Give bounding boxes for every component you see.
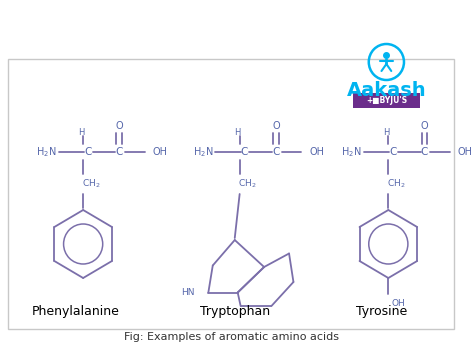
Text: Fig: Examples of aromatic amino acids: Fig: Examples of aromatic amino acids [124,332,339,342]
Text: C: C [84,147,92,157]
Text: H: H [78,127,84,136]
Text: C: C [272,147,280,157]
Text: O: O [421,121,428,131]
Text: Phenylalanine: Phenylalanine [31,305,119,319]
Text: Aakash: Aakash [346,81,426,100]
Text: C: C [390,147,397,157]
Text: C: C [421,147,428,157]
Text: O: O [116,121,123,131]
Text: OH: OH [153,147,168,157]
Text: O: O [272,121,280,131]
Text: C: C [241,147,248,157]
Text: H$_2$N: H$_2$N [341,145,362,159]
Text: OH: OH [309,147,324,157]
Text: H$_2$N: H$_2$N [36,145,57,159]
Text: Tryptophan: Tryptophan [200,305,270,319]
Text: HN: HN [181,288,195,297]
Text: C: C [116,147,123,157]
Bar [8,59,454,329]
Text: CH$_2$: CH$_2$ [387,178,405,190]
Text: H$_2$N: H$_2$N [193,145,213,159]
Text: Tyrosine: Tyrosine [356,305,407,319]
Text: CH$_2$: CH$_2$ [238,178,257,190]
Text: H: H [235,127,241,136]
Bar [353,93,419,108]
Text: H: H [383,127,390,136]
Text: OH: OH [458,147,473,157]
Text: CH$_2$: CH$_2$ [82,178,100,190]
Text: OH: OH [391,299,405,308]
Text: +■BYJU'S: +■BYJU'S [366,95,407,104]
